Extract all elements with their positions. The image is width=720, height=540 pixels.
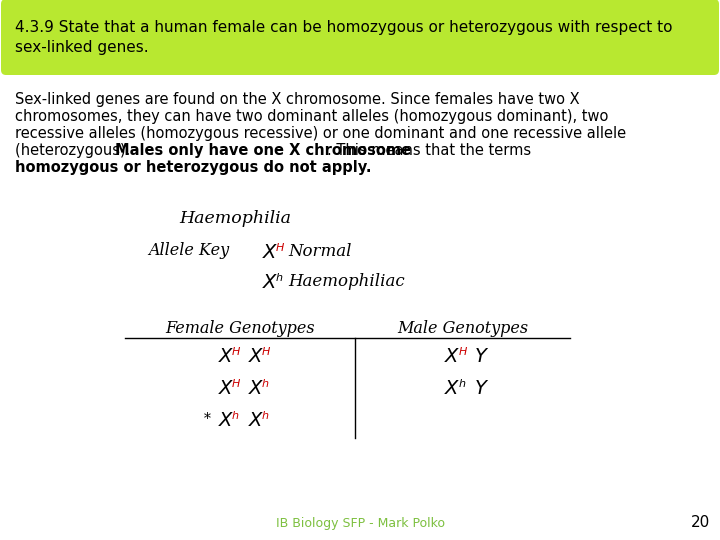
Text: Males only have one X chromosome: Males only have one X chromosome	[115, 143, 411, 158]
Text: $\mathit{X}$: $\mathit{X}$	[218, 411, 235, 430]
Text: Female Genotypes: Female Genotypes	[165, 320, 315, 337]
Text: $\mathit{Y}$: $\mathit{Y}$	[474, 347, 490, 366]
Text: Haemophilia: Haemophilia	[179, 210, 291, 227]
Text: $\mathit{h}$: $\mathit{h}$	[275, 271, 283, 283]
Text: $\mathit{X}$: $\mathit{X}$	[218, 347, 235, 366]
Text: $\mathit{X}$: $\mathit{X}$	[444, 347, 461, 366]
Text: chromosomes, they can have two dominant alleles (homozygous dominant), two: chromosomes, they can have two dominant …	[15, 109, 608, 124]
Text: $\mathit{h}$: $\mathit{h}$	[457, 377, 466, 389]
Text: $\mathit{Y}$: $\mathit{Y}$	[474, 379, 490, 398]
Text: recessive alleles (homozygous recessive) or one dominant and one recessive allel: recessive alleles (homozygous recessive)…	[15, 126, 626, 141]
Text: 4.3.9 State that a human female can be homozygous or heterozygous with respect t: 4.3.9 State that a human female can be h…	[15, 20, 672, 35]
Text: $\mathit{X}$: $\mathit{X}$	[444, 379, 461, 398]
Text: Male Genotypes: Male Genotypes	[397, 320, 528, 337]
Text: $\mathit{H}$: $\mathit{H}$	[457, 345, 467, 357]
Text: $\mathit{X}$: $\mathit{X}$	[248, 411, 264, 430]
Text: $\mathit{X}$: $\mathit{X}$	[262, 243, 279, 262]
Text: homozygous or heterozygous do not apply.: homozygous or heterozygous do not apply.	[15, 160, 372, 175]
Text: $\mathit{X}$: $\mathit{X}$	[218, 379, 235, 398]
Text: $\mathit{H}$: $\mathit{H}$	[231, 377, 241, 389]
Text: $\mathit{h}$: $\mathit{h}$	[231, 409, 239, 421]
Text: $\mathit{h}$: $\mathit{h}$	[261, 409, 269, 421]
Text: Allele Key: Allele Key	[148, 242, 229, 259]
FancyBboxPatch shape	[1, 0, 719, 75]
Text: $\mathit{H}$: $\mathit{H}$	[275, 241, 285, 253]
Text: IB Biology SFP - Mark Polko: IB Biology SFP - Mark Polko	[276, 517, 444, 530]
Text: (heterozygous).: (heterozygous).	[15, 143, 135, 158]
Text: *: *	[204, 412, 211, 426]
Text: Sex-linked genes are found on the X chromosome. Since females have two X: Sex-linked genes are found on the X chro…	[15, 92, 580, 107]
Text: 20: 20	[690, 515, 710, 530]
Text: $\mathit{X}$: $\mathit{X}$	[262, 273, 279, 292]
Text: $\mathit{h}$: $\mathit{h}$	[261, 377, 269, 389]
Text: . This means that the terms: . This means that the terms	[327, 143, 531, 158]
Text: $\mathit{X}$: $\mathit{X}$	[248, 347, 264, 366]
Text: $\mathit{H}$: $\mathit{H}$	[261, 345, 271, 357]
Text: $\mathit{H}$: $\mathit{H}$	[231, 345, 241, 357]
Text: Haemophiliac: Haemophiliac	[288, 273, 405, 290]
Text: Normal: Normal	[288, 243, 351, 260]
Text: sex-linked genes.: sex-linked genes.	[15, 40, 148, 55]
Text: $\mathit{X}$: $\mathit{X}$	[248, 379, 264, 398]
